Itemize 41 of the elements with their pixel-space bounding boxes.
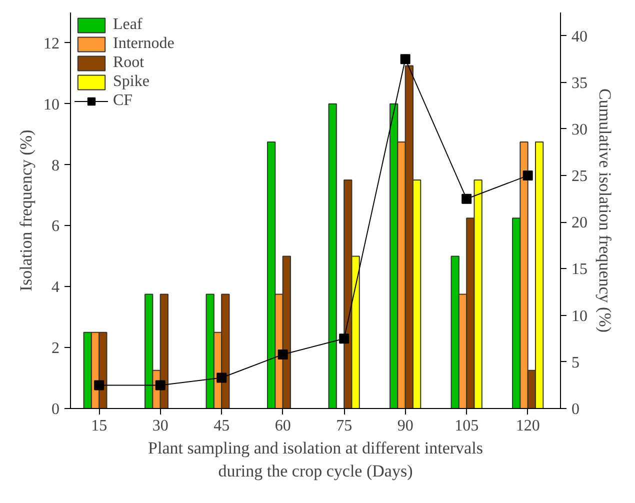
x-tick-label: 105 bbox=[454, 418, 479, 434]
y2-tick-label: 10 bbox=[572, 308, 588, 325]
x-axis-title: Plant sampling and isolation at different intervals during the crop cycle (Days) bbox=[148, 438, 483, 480]
x-tick-label: 60 bbox=[274, 418, 291, 434]
x-tick-label: 30 bbox=[152, 418, 168, 434]
point bbox=[216, 372, 227, 383]
y-tick-label: 6 bbox=[52, 218, 60, 236]
y2-tick-label: 35 bbox=[572, 74, 588, 92]
x-tick-label: 15 bbox=[91, 418, 108, 434]
x-tick-label: 75 bbox=[336, 418, 352, 434]
point bbox=[462, 194, 472, 204]
x-tick-label: 45 bbox=[214, 418, 230, 434]
y2-tick-label: 0 bbox=[572, 401, 580, 418]
y-tick-label: 4 bbox=[52, 279, 60, 296]
legend-label: Leaf bbox=[113, 16, 142, 34]
y2-axis-title: Cumulative isolation frequency (%) bbox=[596, 88, 614, 333]
y2-tick-label: 25 bbox=[572, 168, 588, 186]
x-tick-label: 90 bbox=[397, 418, 414, 434]
point bbox=[278, 349, 288, 360]
y2-tick-label: 5 bbox=[572, 354, 580, 372]
y-axis-title: Isolation frequency (%) bbox=[16, 130, 36, 292]
point bbox=[94, 380, 104, 390]
point bbox=[155, 380, 166, 390]
y2-tick-label: 20 bbox=[572, 214, 588, 232]
point bbox=[522, 170, 533, 181]
y2-tick-label: 15 bbox=[572, 261, 588, 278]
bar bbox=[328, 103, 337, 408]
point bbox=[400, 54, 410, 64]
legend-label: Root bbox=[113, 54, 144, 72]
y-tick-label: 0 bbox=[52, 401, 60, 418]
y-tick-label: 2 bbox=[52, 340, 60, 358]
point bbox=[339, 334, 350, 344]
y-tick-label: 10 bbox=[44, 96, 60, 114]
y2-tick-label: 40 bbox=[572, 28, 588, 46]
legend-label: Internode bbox=[113, 35, 174, 53]
legend-label: CF bbox=[113, 92, 133, 110]
y-tick-label: 8 bbox=[52, 157, 60, 174]
legend-label: Spike bbox=[113, 73, 150, 91]
x-tick-label: 120 bbox=[516, 418, 540, 434]
y2-tick-label: 30 bbox=[572, 121, 588, 138]
y-tick-label: 12 bbox=[44, 35, 60, 52]
